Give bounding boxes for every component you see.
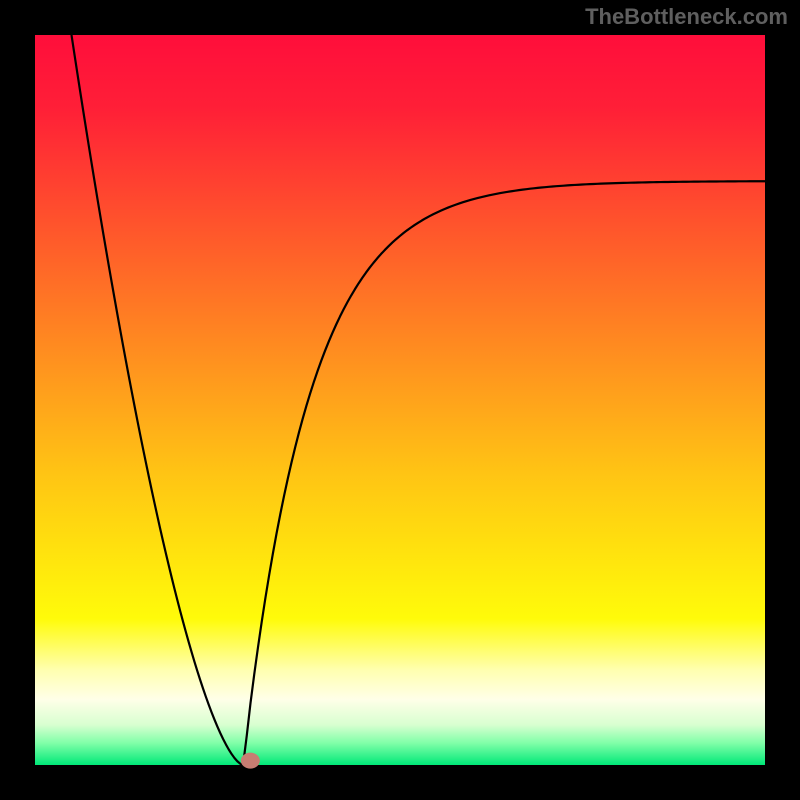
plot-area: [35, 35, 765, 765]
optimum-marker: [241, 753, 260, 769]
chart-frame: TheBottleneck.com: [0, 0, 800, 800]
watermark-text: TheBottleneck.com: [585, 4, 788, 30]
chart-svg: [0, 0, 800, 800]
